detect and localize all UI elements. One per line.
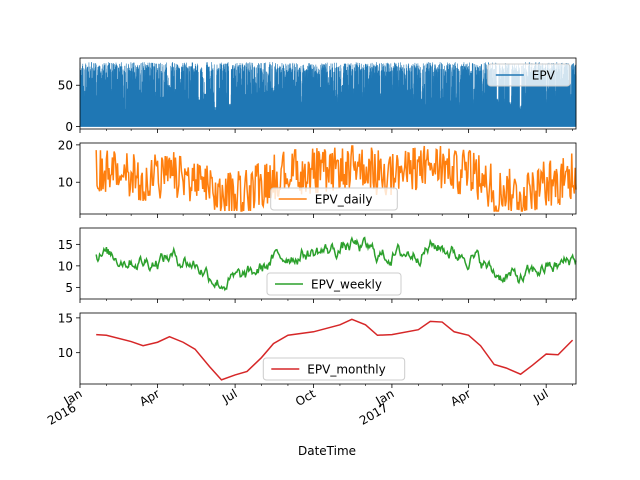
panel-1-y-tick-label: 0 xyxy=(65,120,73,134)
x-tick-label: Oct xyxy=(293,386,318,409)
panel-2-y-tick-label: 10 xyxy=(58,176,73,190)
panel-1-legend: EPV xyxy=(487,63,571,87)
x-tick-year-label: 2016 xyxy=(45,400,78,427)
x-tick-label: Jul xyxy=(219,386,239,406)
panel-3-y-tick-label: 10 xyxy=(58,259,73,273)
panel-3-legend-label: EPV_weekly xyxy=(311,278,382,292)
panel-3: 5 10 15 xyxy=(58,227,577,303)
x-tick-label: Jul xyxy=(530,386,550,406)
x-tick-label: Apr xyxy=(137,386,162,409)
panel-2: 10 20 xyxy=(58,138,577,218)
panel-3-series-line xyxy=(95,236,577,292)
panel-3-legend-box xyxy=(266,272,402,296)
panel-3-y-tick-label: 5 xyxy=(65,281,73,295)
panel-3-frame xyxy=(79,227,577,300)
x-tick-label: Apr xyxy=(448,386,473,409)
panel-4-legend-label: EPV_monthly xyxy=(307,363,385,377)
panel-4-legend: EPV_monthly xyxy=(262,357,406,381)
panel-4-series-line xyxy=(96,318,574,381)
panel-2-y-tick-label: 20 xyxy=(58,138,73,152)
panel-4-y-tick-label: 10 xyxy=(58,346,73,360)
panel-3-y-tick-label: 15 xyxy=(58,238,73,252)
panel-4-frame xyxy=(79,312,577,385)
x-axis-label: DateTime xyxy=(298,444,356,458)
x-tick-year-label: 2017 xyxy=(357,400,390,427)
panel-1-legend-label: EPV xyxy=(532,69,556,83)
panel-2-legend: EPV_daily xyxy=(270,187,398,211)
panel-2-legend-box xyxy=(270,187,398,211)
panel-4-y-tick-label: 15 xyxy=(58,311,73,325)
panel-1-series-area xyxy=(79,62,577,127)
panel-2-legend-label: EPV_daily xyxy=(315,193,373,207)
panel-1-y-tick-label: 50 xyxy=(58,79,73,93)
panel-2-series-line xyxy=(95,145,577,212)
panel-1: 0 50 xyxy=(58,57,577,134)
panel-1-legend-box xyxy=(487,63,571,87)
panel-4-legend-box xyxy=(262,357,406,381)
panel-3-legend: EPV_weekly xyxy=(266,272,402,296)
panel-4: 10 15 xyxy=(58,311,577,388)
panel-2-frame xyxy=(79,142,577,215)
panel-1-frame xyxy=(79,57,577,130)
